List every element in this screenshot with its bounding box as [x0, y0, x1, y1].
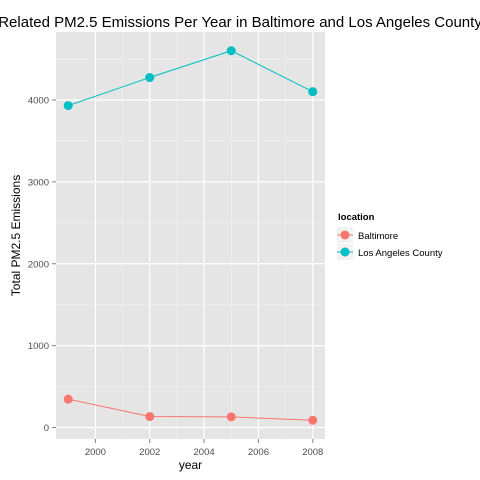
legend-item-los-angeles-county: Los Angeles County: [337, 244, 443, 260]
data-point-los-angeles-county: [64, 101, 73, 110]
data-point-los-angeles-county: [308, 87, 317, 96]
data-point-baltimore: [308, 416, 317, 425]
x-axis: 2000 2002 2004 2006 2008: [85, 439, 324, 458]
x-axis-title: year: [179, 458, 202, 472]
legend-label-baltimore: Baltimore: [358, 231, 398, 242]
y-tick-label: 3000: [28, 177, 49, 188]
y-tick-label: 1000: [28, 341, 49, 352]
x-tick-label: 2004: [194, 447, 215, 458]
y-tick-label: 4000: [28, 95, 49, 106]
data-point-baltimore: [227, 412, 236, 421]
legend-key-point-baltimore: [341, 231, 350, 240]
chart-title: Motor Vehicle Related PM2.5 Emissions Pe…: [0, 14, 480, 31]
data-point-baltimore: [145, 412, 154, 421]
x-tick-label: 2008: [302, 447, 323, 458]
y-tick-label: 0: [44, 423, 49, 434]
data-point-baltimore: [64, 395, 73, 404]
legend: location Baltimore Los Angeles County: [337, 212, 443, 260]
y-tick-label: 2000: [28, 259, 49, 270]
legend-key-point-los-angeles-county: [341, 248, 350, 257]
x-tick-label: 2002: [139, 447, 160, 458]
x-tick-label: 2006: [248, 447, 269, 458]
legend-title: location: [338, 212, 375, 223]
legend-label-los-angeles-county: Los Angeles County: [358, 248, 443, 259]
data-point-los-angeles-county: [145, 73, 154, 82]
plot-panel: [56, 32, 325, 439]
data-point-los-angeles-county: [227, 46, 236, 55]
legend-item-baltimore: Baltimore: [337, 227, 398, 243]
y-axis-title: Total PM2.5 Emissions: [9, 175, 23, 296]
y-axis: 0 1000 2000 3000 4000: [28, 95, 56, 434]
x-tick-label: 2000: [85, 447, 106, 458]
